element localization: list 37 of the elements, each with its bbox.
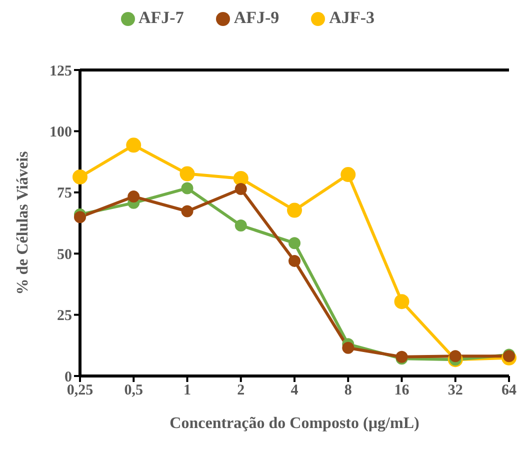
- legend-label: AFJ-7: [138, 8, 184, 27]
- y-axis-title: % de Células Viáveis: [14, 151, 32, 295]
- point: [233, 170, 248, 186]
- x-tick-label: 64: [502, 382, 517, 399]
- legend-label: AFJ-9: [234, 8, 280, 27]
- point: [340, 167, 356, 182]
- point: [449, 350, 462, 362]
- point: [181, 182, 194, 194]
- y-tick-label: 100: [50, 124, 72, 141]
- point: [180, 166, 195, 182]
- point: [287, 202, 302, 218]
- point: [234, 182, 247, 195]
- point: [342, 342, 354, 354]
- point: [288, 237, 300, 250]
- x-tick-label: 0,25: [66, 382, 94, 399]
- x-tick-label: 2: [237, 382, 245, 399]
- point: [74, 211, 86, 224]
- x-tick-label: 8: [344, 382, 352, 399]
- y-tick-label: 125: [50, 63, 72, 80]
- y-tick-label: 50: [57, 246, 72, 263]
- point: [72, 169, 88, 184]
- x-tick-label: 1: [184, 382, 191, 399]
- y-tick-label: 25: [57, 308, 72, 324]
- x-tick-label: 32: [448, 382, 463, 399]
- point: [128, 190, 140, 203]
- x-tick-label: 4: [290, 382, 299, 399]
- point: [181, 205, 194, 218]
- x-tick-label: 16: [394, 382, 410, 399]
- x-axis-title: Concentração do Composto (µg/mL): [170, 415, 420, 432]
- point: [288, 254, 300, 267]
- point: [126, 138, 142, 153]
- point: [234, 219, 247, 232]
- legend-label: AJF-3: [329, 8, 374, 27]
- x-tick-label: 0,5: [124, 382, 143, 399]
- point: [394, 294, 410, 310]
- y-tick-label: 75: [57, 186, 72, 202]
- y-tick-label: 0: [64, 369, 72, 386]
